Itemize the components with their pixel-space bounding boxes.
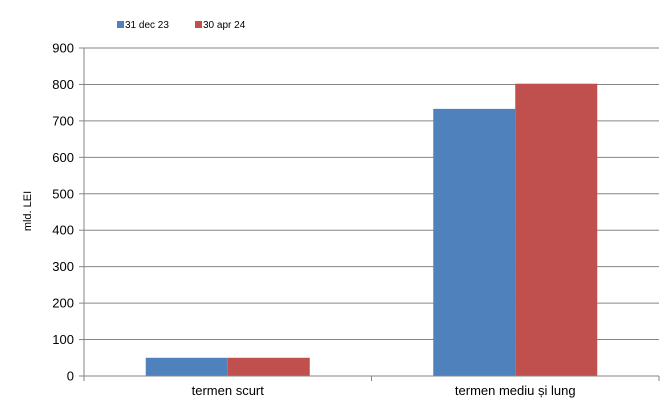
bar-2-2 bbox=[515, 83, 598, 377]
gridlines bbox=[84, 47, 659, 341]
y-tick-label: 700 bbox=[52, 113, 74, 128]
y-tick-label: 300 bbox=[52, 259, 74, 274]
y-axis-ticks: 0 100 200 300 400 500 600 700 800 900 bbox=[52, 41, 84, 384]
bars bbox=[145, 83, 598, 377]
x-axis-labels: termen scurt termen mediu și lung bbox=[192, 383, 576, 398]
legend-swatch-series-2 bbox=[195, 21, 202, 28]
y-tick-label: 200 bbox=[52, 296, 74, 311]
x-tick-label: termen scurt bbox=[192, 383, 265, 398]
y-tick-label: 0 bbox=[67, 369, 74, 384]
y-axis-label: mld. LEI bbox=[22, 191, 34, 231]
y-tick-label: 600 bbox=[52, 150, 74, 165]
legend: 31 dec 23 30 apr 24 bbox=[117, 20, 246, 31]
bar-1-2 bbox=[433, 108, 516, 377]
legend-label-series-1: 31 dec 23 bbox=[125, 20, 169, 31]
y-tick-label: 900 bbox=[52, 41, 74, 56]
bar-1-1 bbox=[145, 357, 228, 376]
axes bbox=[83, 48, 660, 381]
x-tick-label: termen mediu și lung bbox=[455, 383, 576, 398]
y-tick-label: 500 bbox=[52, 186, 74, 201]
y-tick-label: 800 bbox=[52, 77, 74, 92]
legend-swatch-series-1 bbox=[117, 21, 124, 28]
y-tick-label: 400 bbox=[52, 223, 74, 238]
y-tick-label: 100 bbox=[52, 332, 74, 347]
bar-2-1 bbox=[227, 357, 310, 376]
legend-label-series-2: 30 apr 24 bbox=[203, 20, 246, 31]
